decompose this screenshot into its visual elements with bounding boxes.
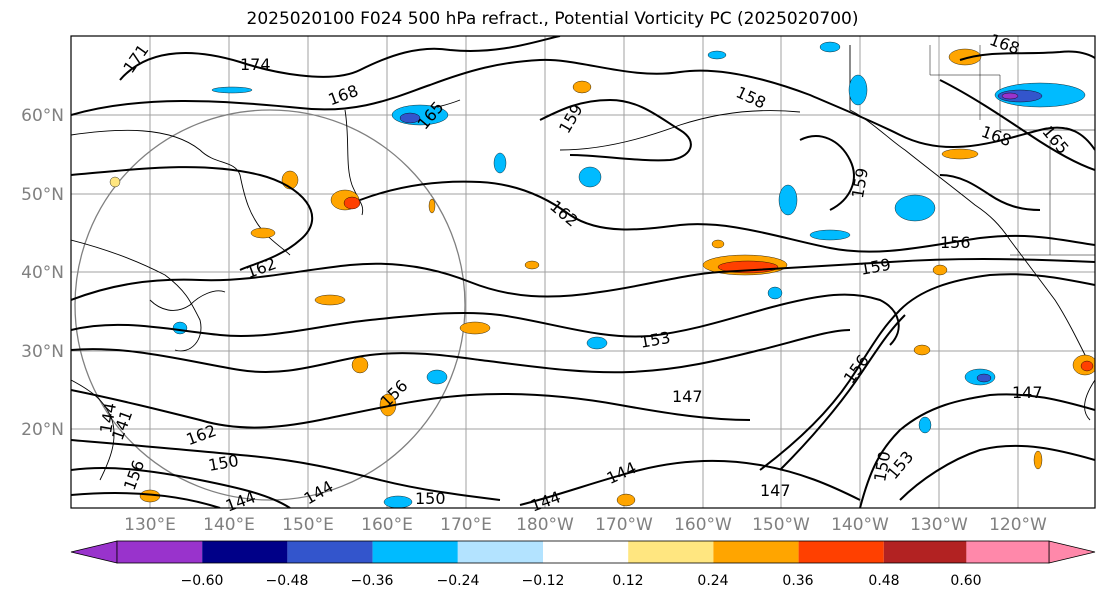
colorbar-high-extend	[1048, 540, 1096, 564]
colorbar-bin	[202, 541, 288, 563]
contour-label: 147	[760, 481, 791, 500]
contour-label: 150	[415, 489, 446, 508]
lon-label: 170°W	[595, 515, 653, 535]
colorbar-low-extend	[70, 540, 118, 564]
borders	[929, 45, 1095, 256]
lon-label: 150°W	[752, 515, 810, 535]
lon-label: 120°W	[989, 515, 1047, 535]
colorbar-tick-label: 0.12	[612, 573, 643, 589]
height-contours	[71, 36, 1095, 508]
contour-label: 147	[1012, 383, 1043, 402]
colorbar-bin	[457, 541, 543, 563]
contour-label: 174	[240, 55, 271, 74]
lon-label: 180°W	[516, 515, 574, 535]
graticule	[71, 36, 1095, 508]
colorbar-bin	[713, 541, 799, 563]
lat-label: 60°N	[21, 106, 64, 126]
colorbar-bin	[372, 541, 458, 563]
lat-label: 50°N	[21, 185, 64, 205]
colorbar-bin	[287, 541, 373, 563]
colorbar-tick-label: −0.36	[351, 573, 394, 589]
colorbar-tick-label: −0.12	[522, 573, 565, 589]
colorbar-bin	[628, 541, 714, 563]
lon-label: 130°W	[910, 515, 968, 535]
contour-label: 147	[672, 387, 703, 406]
lon-label: 140°E	[203, 515, 255, 535]
colorbar-tick-label: 0.60	[950, 573, 981, 589]
colorbar-bin	[117, 541, 203, 563]
pv-patches	[109, 41, 1095, 508]
colorbar-frame	[116, 540, 1050, 564]
colorbar-bin	[966, 541, 1049, 563]
colorbar-bin	[798, 541, 884, 563]
lon-label: 170°E	[440, 515, 492, 535]
colorbar-ticks: −0.60 −0.48 −0.36 −0.24 −0.12 0.12 0.24 …	[181, 573, 982, 589]
coastlines	[71, 45, 1095, 481]
lon-label: 160°E	[361, 515, 413, 535]
colorbar-bin	[883, 541, 967, 563]
longitude-labels: 130°E 140°E 150°E 160°E 170°E 180°W 170°…	[124, 515, 1047, 535]
contour-labels: 171 174 168 165 159 158 168 168 165 159 …	[96, 30, 1073, 516]
chart-title: 2025020100 F024 500 hPa refract., Potent…	[246, 9, 859, 29]
colorbar	[70, 540, 1096, 564]
map-frame	[70, 35, 1096, 509]
colorbar-tick-label: −0.24	[437, 573, 480, 589]
colorbar-tick-label: 0.48	[868, 573, 899, 589]
colorbar-tick-label: −0.60	[181, 573, 224, 589]
lon-label: 150°E	[282, 515, 334, 535]
colorbar-tick-label: −0.48	[266, 573, 309, 589]
latitude-labels: 60°N 50°N 40°N 30°N 20°N	[21, 106, 64, 440]
lon-label: 160°W	[674, 515, 732, 535]
lat-label: 30°N	[21, 342, 64, 362]
lat-label: 40°N	[21, 263, 64, 283]
reference-circle	[74, 109, 466, 501]
colorbar-bin	[543, 541, 629, 563]
lon-label: 130°E	[124, 515, 176, 535]
lat-label: 20°N	[21, 420, 64, 440]
colorbar-tick-label: 0.24	[697, 573, 728, 589]
lon-label: 140°W	[831, 515, 889, 535]
contour-label: 156	[940, 233, 971, 252]
colorbar-tick-label: 0.36	[782, 573, 813, 589]
